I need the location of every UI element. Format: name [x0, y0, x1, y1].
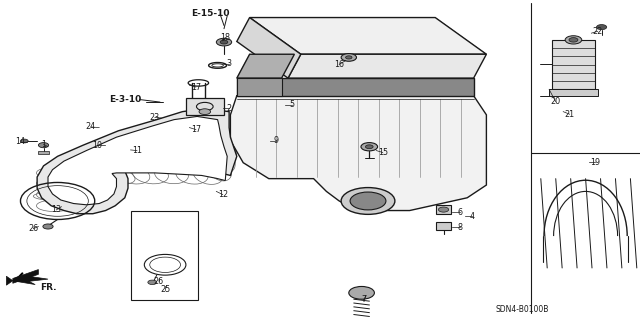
Bar	[436, 222, 451, 230]
Text: 6: 6	[457, 208, 462, 217]
Bar	[38, 151, 49, 154]
Text: 19: 19	[590, 158, 600, 167]
Text: 1: 1	[41, 140, 46, 149]
Text: 14: 14	[15, 137, 26, 146]
Text: 17: 17	[191, 125, 201, 134]
Circle shape	[346, 56, 352, 59]
Circle shape	[38, 143, 49, 148]
Circle shape	[341, 54, 356, 61]
Text: 23: 23	[150, 113, 160, 122]
Bar	[186, 98, 224, 115]
Text: 17: 17	[191, 83, 201, 92]
Polygon shape	[37, 108, 237, 214]
Polygon shape	[250, 18, 486, 54]
Text: 2: 2	[227, 104, 232, 113]
Circle shape	[365, 145, 373, 149]
Circle shape	[341, 188, 395, 214]
Text: E-3-10: E-3-10	[109, 95, 141, 104]
Bar	[436, 205, 451, 214]
Circle shape	[565, 36, 582, 44]
Text: FR.: FR.	[40, 283, 57, 292]
Polygon shape	[288, 54, 486, 78]
Text: 26: 26	[154, 277, 164, 286]
Circle shape	[220, 40, 228, 44]
Text: 8: 8	[457, 223, 462, 232]
Circle shape	[126, 146, 136, 152]
Text: 3: 3	[227, 59, 232, 68]
Polygon shape	[6, 276, 13, 285]
Text: 10: 10	[92, 141, 102, 150]
Circle shape	[361, 143, 378, 151]
Bar	[131, 211, 198, 300]
Text: 18: 18	[220, 33, 230, 42]
Text: 20: 20	[550, 97, 561, 106]
Bar	[549, 89, 598, 96]
Text: 22: 22	[593, 27, 603, 36]
Circle shape	[438, 207, 449, 212]
Circle shape	[350, 192, 386, 210]
Text: 4: 4	[470, 212, 475, 221]
Circle shape	[20, 139, 28, 143]
Polygon shape	[237, 78, 282, 96]
Text: 13: 13	[51, 205, 61, 214]
Text: 24: 24	[86, 122, 96, 131]
Circle shape	[43, 224, 53, 229]
Circle shape	[569, 38, 578, 42]
Circle shape	[216, 38, 232, 46]
Polygon shape	[237, 78, 474, 96]
Circle shape	[148, 280, 157, 285]
Text: 9: 9	[274, 137, 279, 145]
Text: SDN4-B0100B: SDN4-B0100B	[496, 305, 549, 314]
Polygon shape	[13, 270, 38, 283]
Polygon shape	[237, 18, 301, 78]
Circle shape	[199, 109, 211, 115]
Text: 12: 12	[218, 190, 228, 199]
Text: 5: 5	[289, 100, 294, 109]
Circle shape	[349, 286, 374, 299]
Polygon shape	[237, 54, 294, 78]
Polygon shape	[48, 116, 227, 205]
Circle shape	[596, 25, 607, 30]
Text: E-15-10: E-15-10	[191, 9, 229, 18]
Text: 26: 26	[28, 224, 38, 233]
Text: 11: 11	[132, 146, 142, 155]
Polygon shape	[230, 96, 486, 211]
Bar	[552, 40, 595, 89]
Text: 21: 21	[564, 110, 575, 119]
Text: 25: 25	[160, 285, 170, 294]
Text: 7: 7	[361, 295, 366, 304]
Text: 15: 15	[378, 148, 388, 157]
Polygon shape	[16, 273, 48, 285]
Text: 16: 16	[334, 60, 344, 69]
